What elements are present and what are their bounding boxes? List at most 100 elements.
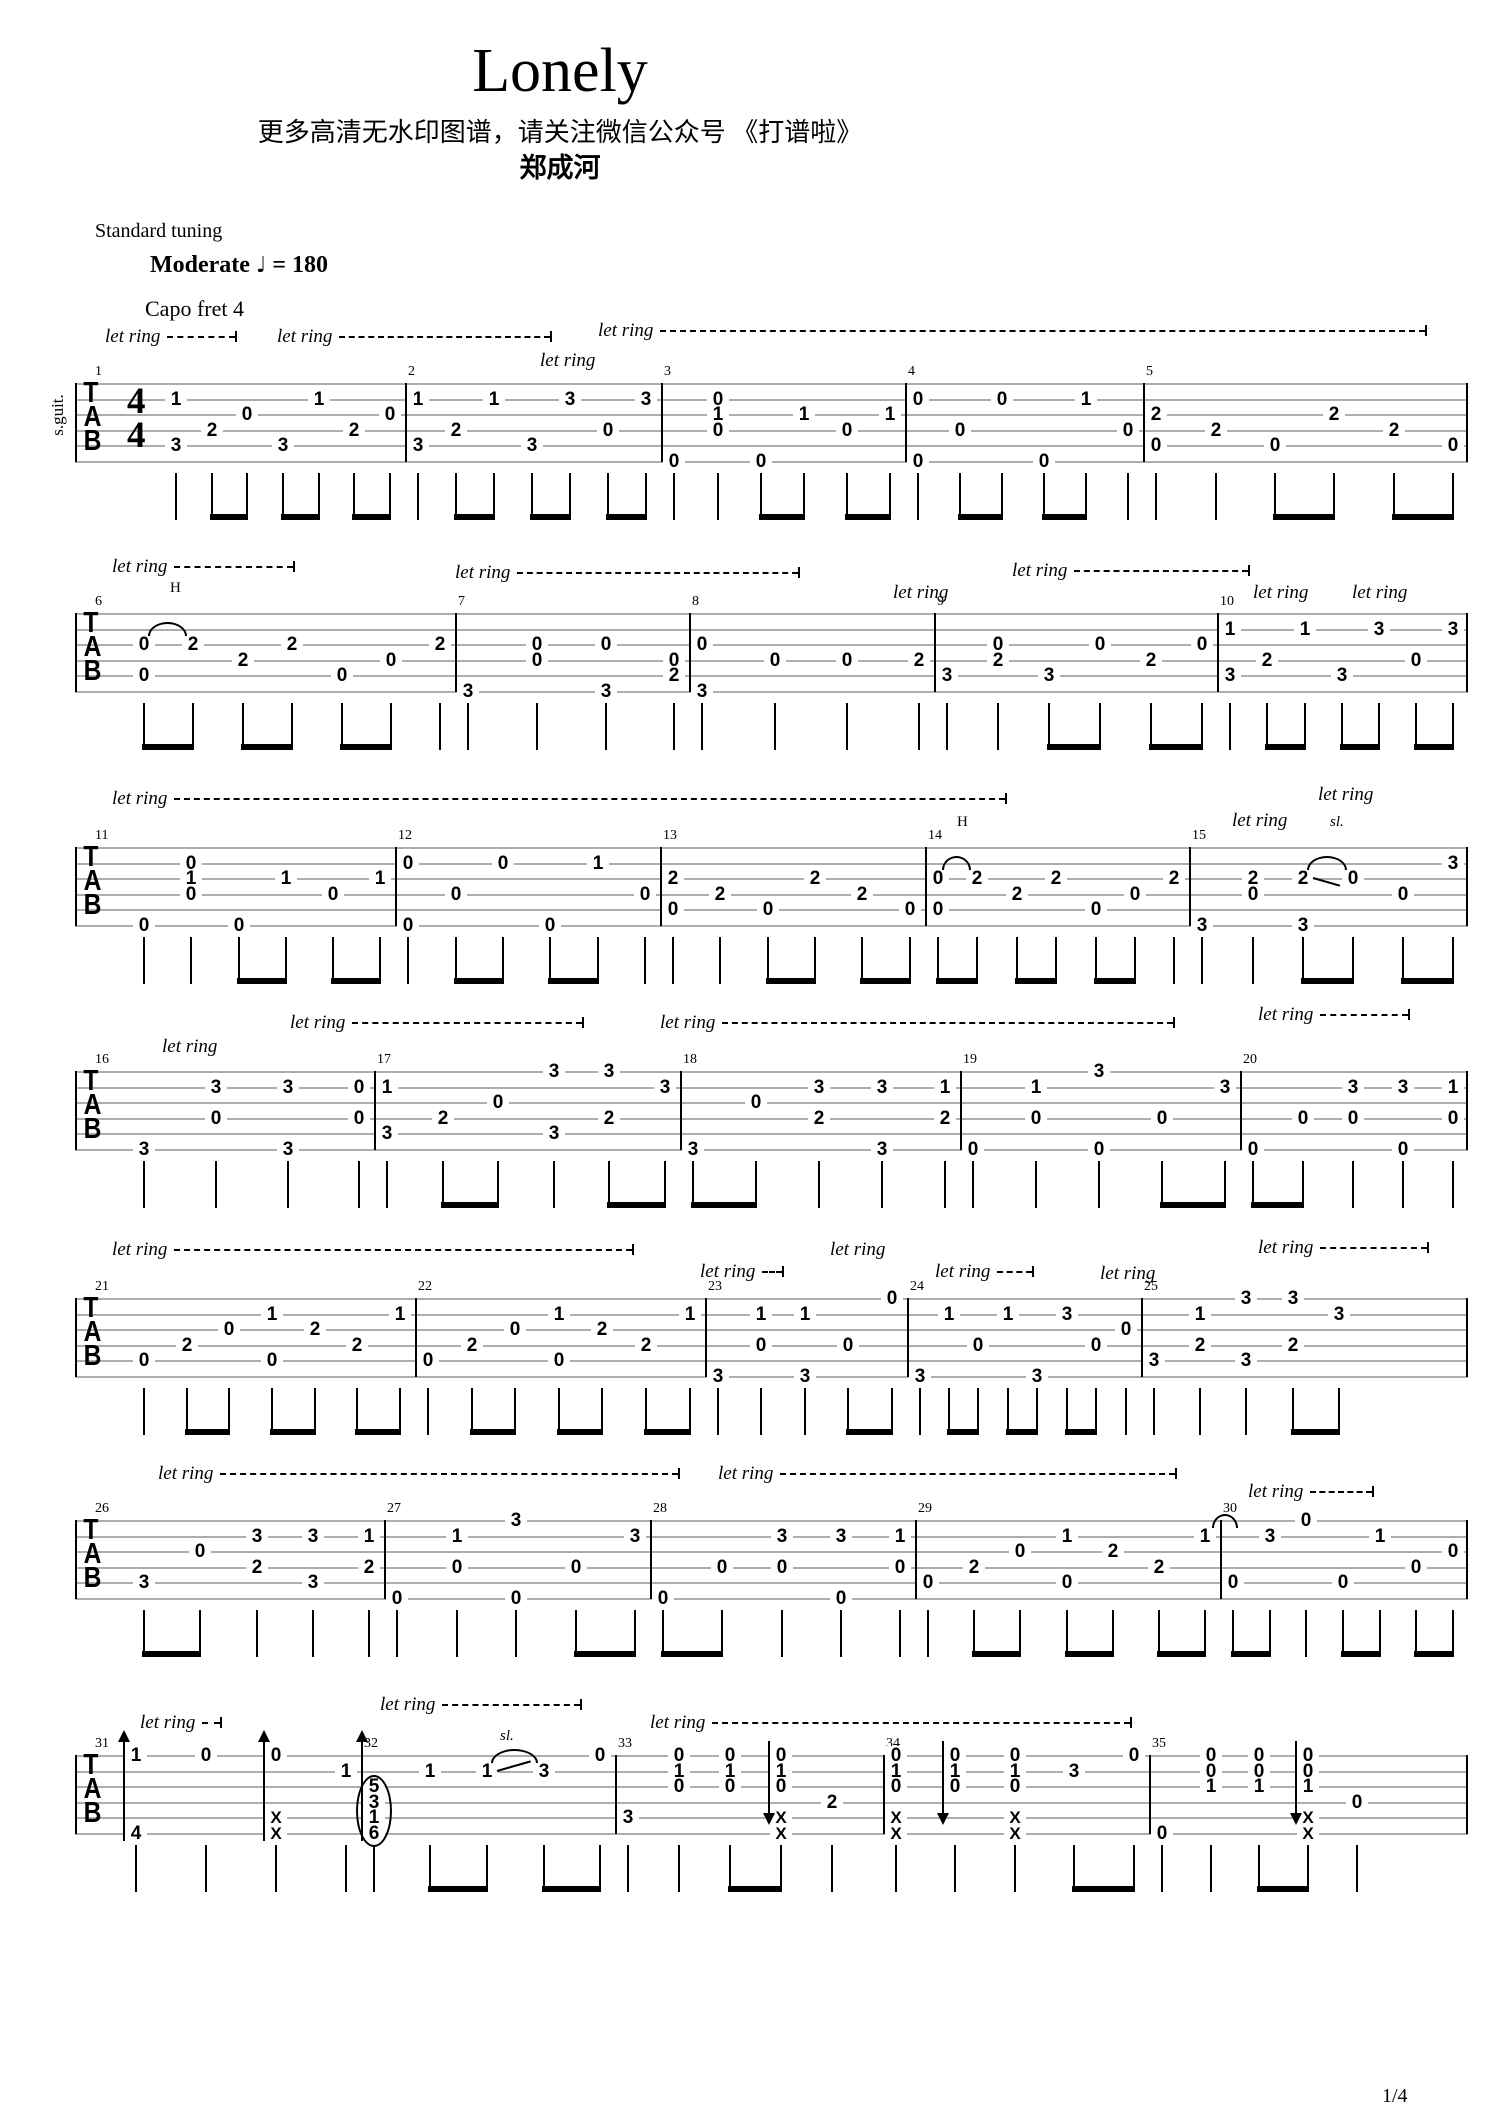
annotation-text: let ring <box>290 1012 346 1033</box>
note-stem <box>1055 937 1057 984</box>
note-stem <box>599 1845 601 1892</box>
annotation-text: let ring <box>105 326 161 347</box>
note-stem <box>946 703 948 750</box>
let-ring-label: let ring <box>718 1463 1178 1485</box>
fret-number: 3 <box>682 1140 704 1159</box>
fret-number: 3 <box>936 666 958 685</box>
note-stem <box>575 1610 577 1657</box>
measure-number: 23 <box>708 1279 722 1294</box>
eighth-note-beam <box>1414 744 1454 750</box>
fret-number: 3 <box>1342 1078 1364 1097</box>
measure-number: 13 <box>663 828 677 843</box>
measure-number: 15 <box>1192 828 1206 843</box>
fret-number: 0 <box>589 1746 611 1765</box>
note-stem <box>186 1388 188 1435</box>
let-ring-dashes <box>660 328 1426 332</box>
tab-clef: T <box>83 1749 99 1781</box>
fret-number: 2 <box>304 1320 326 1339</box>
measure-number: 21 <box>95 1279 109 1294</box>
note-stem <box>1048 703 1050 750</box>
fret-number: 0 <box>770 1746 792 1765</box>
fret-number: 1 <box>668 1762 690 1781</box>
note-stem <box>997 703 999 750</box>
fret-number: 1 <box>1194 1527 1216 1546</box>
note-stem <box>439 703 441 750</box>
fret-number: 0 <box>261 1351 283 1370</box>
tab-clef: B <box>83 425 102 457</box>
measure-number: 26 <box>95 1501 109 1516</box>
eighth-note-beam <box>237 978 287 984</box>
staff-line <box>75 1298 1468 1300</box>
fret-number: 0 <box>944 1746 966 1765</box>
fret-number: 1 <box>358 1527 380 1546</box>
fret-number: 0 <box>711 1558 733 1577</box>
tab-clef: B <box>83 1340 102 1372</box>
annotation-text: let ring <box>112 788 168 809</box>
subtitle: 更多高清无水印图谱，请关注微信公众号 《打谱啦》 <box>257 118 863 147</box>
note-stem <box>1173 937 1175 984</box>
note-stem <box>493 473 495 520</box>
let-ring-dashes <box>1074 568 1249 572</box>
note-stem <box>256 1610 258 1657</box>
fret-number: 0 <box>1392 1140 1414 1159</box>
note-stem <box>282 473 284 520</box>
eighth-note-beam <box>691 1202 757 1208</box>
staff-line <box>75 414 1468 416</box>
note-stem <box>977 1388 979 1435</box>
fret-number: 0 <box>836 421 858 440</box>
note-stem <box>1452 473 1454 520</box>
fret-number: 0 <box>1297 1746 1319 1765</box>
staff-line <box>75 878 1468 880</box>
note-stem <box>1402 937 1404 984</box>
fret-number: 0 <box>504 1320 526 1339</box>
staff-line <box>75 1551 1468 1553</box>
let-ring-dashes <box>174 564 294 568</box>
note-stem <box>673 703 675 750</box>
fret-number: 0 <box>836 651 858 670</box>
staff-line <box>75 675 1468 677</box>
note-stem <box>919 1388 921 1435</box>
note-stem <box>1356 1845 1358 1892</box>
fret-number: 0 <box>133 916 155 935</box>
fret-number: 1 <box>679 1305 701 1324</box>
eighth-note-beam <box>441 1202 499 1208</box>
note-stem <box>601 1388 603 1435</box>
eighth-note-beam <box>1341 1651 1381 1657</box>
fret-number: 0 <box>386 1589 408 1608</box>
eighth-note-beam <box>1094 978 1136 984</box>
fret-number: 0 <box>1242 885 1264 904</box>
eighth-note-beam <box>1251 1202 1304 1208</box>
note-stem <box>467 703 469 750</box>
tab-system: T A B 16 3 3 0 3 3 0 0 17 1 3 2 0 3 3 3 2 3 18 3 0 3 2 3 3 1 2 19 0 1 0 3 0… <box>75 1004 1468 1208</box>
let-ring-end-tick <box>1372 1486 1375 1497</box>
fret-number: 0 <box>907 390 929 409</box>
fret-number: 3 <box>277 1078 299 1097</box>
fret-number: 0 <box>1033 452 1055 471</box>
fret-number: 3 <box>272 436 294 455</box>
fret-number: 0 <box>750 1336 772 1355</box>
fret-number: 0 <box>445 885 467 904</box>
measure-number: 19 <box>963 1052 977 1067</box>
muted-x: X <box>1297 1824 1319 1843</box>
fret-number: 3 <box>1235 1289 1257 1308</box>
note-stem <box>672 937 674 984</box>
fret-number: 2 <box>591 1320 613 1339</box>
eighth-note-beam <box>606 514 647 520</box>
fret-number: 1 <box>419 1762 441 1781</box>
note-stem <box>1333 473 1335 520</box>
fret-number: 1 <box>369 869 391 888</box>
fret-number: 0 <box>634 885 656 904</box>
eighth-note-beam <box>846 1429 893 1435</box>
fret-number: 3 <box>1026 1367 1048 1386</box>
strum-down-arrowhead <box>937 1813 949 1825</box>
note-stem <box>760 473 762 520</box>
note-stem <box>569 473 571 520</box>
annotation-text: let ring <box>1100 1263 1156 1284</box>
annotation-text: let ring <box>162 1036 218 1057</box>
measure-barline <box>905 383 907 462</box>
fret-number: 0 <box>548 1351 570 1370</box>
fret-number: 0 <box>719 1746 741 1765</box>
staff-edge-barline <box>1466 1755 1468 1834</box>
fret-number: 0 <box>885 1777 907 1796</box>
tab-clef: T <box>83 377 99 409</box>
